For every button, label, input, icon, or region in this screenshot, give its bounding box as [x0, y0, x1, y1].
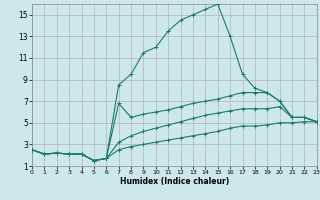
- X-axis label: Humidex (Indice chaleur): Humidex (Indice chaleur): [120, 177, 229, 186]
